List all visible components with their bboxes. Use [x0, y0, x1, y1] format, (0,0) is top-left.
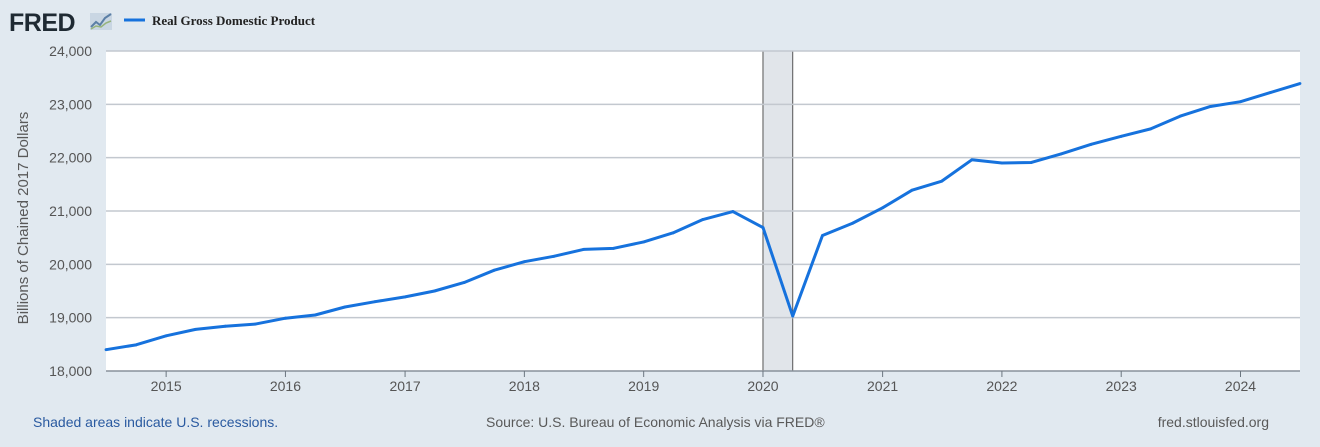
x-tick-label: 2018 [509, 378, 540, 394]
data-point [223, 324, 227, 328]
data-point [313, 313, 317, 317]
data-point [552, 254, 556, 258]
y-axis-label: Billions of Chained 2017 Dollars [15, 112, 32, 325]
y-tick-label: 24,000 [49, 43, 92, 59]
x-axis: 2015 2016 2017 2018 2019 2020 2021 2022 2023 2024 [106, 370, 1300, 394]
legend-label: Real Gross Domestic Product [152, 13, 316, 28]
data-point [1089, 142, 1093, 146]
data-point [433, 289, 436, 293]
data-point [253, 322, 257, 326]
data-point [791, 314, 795, 318]
data-point [612, 246, 616, 250]
y-tick-label: 22,000 [49, 150, 92, 166]
data-point [582, 248, 585, 251]
data-point [1178, 114, 1182, 118]
data-point [671, 231, 675, 235]
y-tick-label: 23,000 [49, 96, 92, 112]
data-point [642, 240, 646, 244]
x-tick-label: 2021 [867, 378, 898, 394]
data-point [1209, 105, 1212, 108]
data-point [403, 295, 407, 299]
recession-note: Shaded areas indicate U.S. recessions. [33, 414, 279, 430]
x-tick-label: 2015 [151, 378, 182, 394]
x-tick-label: 2022 [986, 378, 1017, 394]
logo-text: FRED [9, 9, 75, 37]
x-tick-label: 2016 [270, 378, 301, 394]
x-tick-label: 2023 [1106, 378, 1137, 394]
data-point [1239, 100, 1242, 104]
x-tick-label: 2020 [747, 378, 778, 394]
data-point [343, 305, 347, 309]
data-point [881, 206, 885, 210]
data-point [910, 188, 914, 192]
x-tick-label: 2024 [1225, 378, 1256, 394]
data-point [1000, 161, 1004, 165]
data-point [104, 348, 108, 352]
x-tick-label: 2017 [389, 378, 420, 394]
data-point [194, 328, 197, 331]
data-point [940, 179, 944, 183]
series-layer [104, 82, 1302, 352]
data-point [821, 234, 824, 237]
line-chart-icon [90, 13, 112, 30]
source-note: Source: U.S. Bureau of Economic Analysis… [486, 414, 825, 430]
y-tick-label: 21,000 [49, 203, 92, 219]
fred-logo: FRED [9, 9, 112, 37]
data-point [1149, 127, 1153, 131]
y-axis: 18,000 19,000 20,000 21,000 22,000 23,000 24,0… [49, 43, 92, 379]
y-tick-label: 18,000 [49, 363, 92, 379]
data-point [1298, 82, 1302, 85]
data-point [701, 218, 705, 221]
data-point [522, 260, 526, 264]
y-tick-label: 19,000 [49, 310, 92, 326]
data-point [1059, 152, 1063, 156]
site-link[interactable]: fred.stlouisfed.org [1157, 414, 1269, 430]
legend: Real Gross Domestic Product [124, 13, 316, 28]
data-point [731, 210, 735, 213]
x-tick-label: 2019 [628, 378, 659, 394]
data-point [1119, 134, 1123, 138]
data-point [1029, 161, 1033, 164]
y-tick-label: 20,000 [49, 256, 92, 272]
data-point [462, 281, 466, 284]
data-point [373, 300, 377, 304]
data-point [284, 316, 287, 320]
data-point [164, 334, 168, 338]
data-point [492, 268, 496, 272]
data-point [1268, 91, 1272, 94]
data-point [134, 343, 138, 347]
data-point [851, 221, 854, 225]
data-point [761, 226, 765, 229]
data-point [970, 158, 974, 162]
